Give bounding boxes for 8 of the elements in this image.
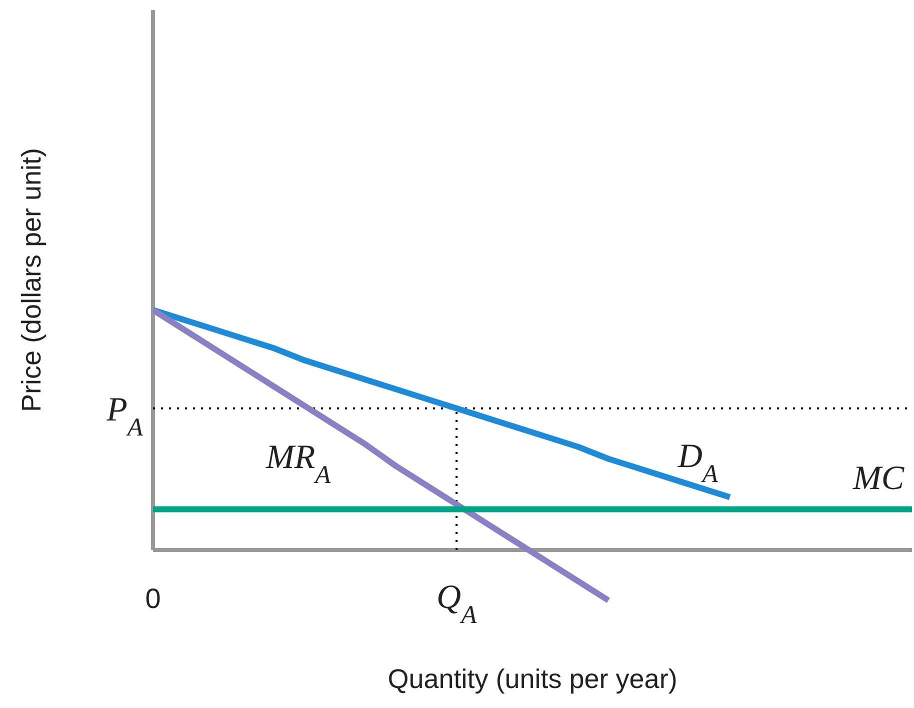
x-tick-label: Q$_{A}$ — [436, 579, 478, 628]
series-label: D$_{A}$ — [676, 438, 718, 488]
x-tick-label: 0 — [145, 583, 161, 614]
y-axis-title: Price (dollars per unit) — [16, 148, 48, 412]
series-label: MR$_{A}$ — [265, 439, 332, 488]
series-label: MC — [852, 460, 904, 498]
x-axis-title: Quantity (units per year) — [386, 664, 678, 695]
ref-line-label: P$_{A}$ — [106, 391, 144, 441]
